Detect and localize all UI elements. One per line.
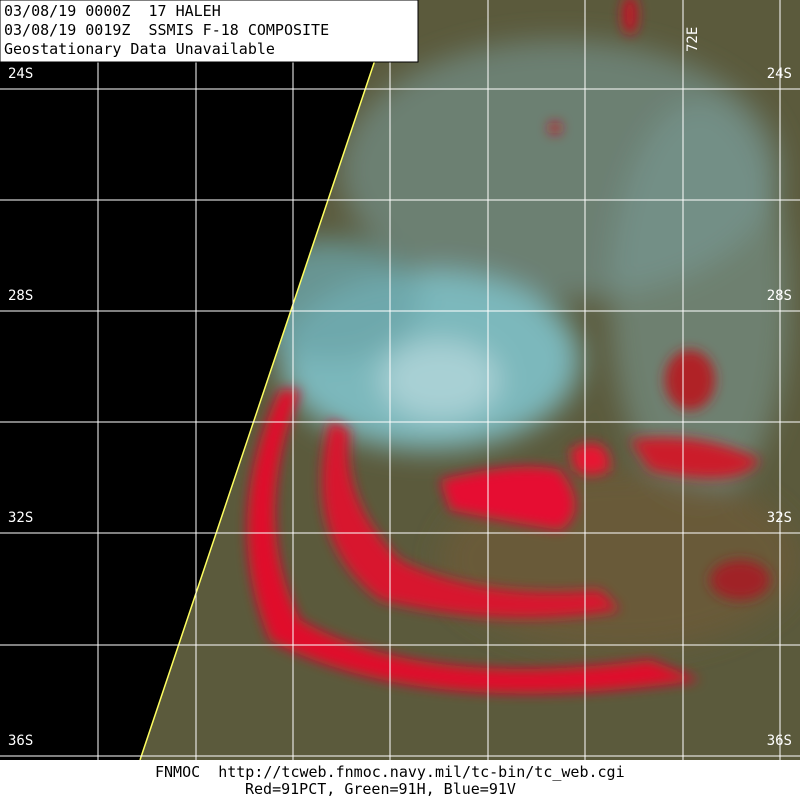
latitude-label: 32S [8, 510, 33, 526]
footer-line: Red=91PCT, Green=91H, Blue=91V [245, 780, 516, 798]
header-line: 03/08/19 0000Z 17 HALEH [4, 2, 221, 20]
graticule [0, 0, 800, 760]
latitude-label: 36S [8, 733, 33, 749]
latitude-label: 28S [8, 288, 33, 304]
header-line: Geostationary Data Unavailable [4, 40, 275, 58]
swath-edge [139, 59, 376, 761]
latitude-label: 24S [8, 66, 33, 82]
header-box [0, 0, 419, 63]
footer-box [0, 760, 800, 800]
longitude-label: 72E [685, 27, 701, 52]
latitude-label: 24S [767, 66, 792, 82]
latitude-label: 32S [767, 510, 792, 526]
latitude-label: 28S [767, 288, 792, 304]
header-line: 03/08/19 0019Z SSMIS F-18 COMPOSITE [4, 21, 329, 39]
footer-line: FNMOC http://tcweb.fnmoc.navy.mil/tc-bin… [155, 763, 625, 781]
latitude-label: 36S [767, 733, 792, 749]
